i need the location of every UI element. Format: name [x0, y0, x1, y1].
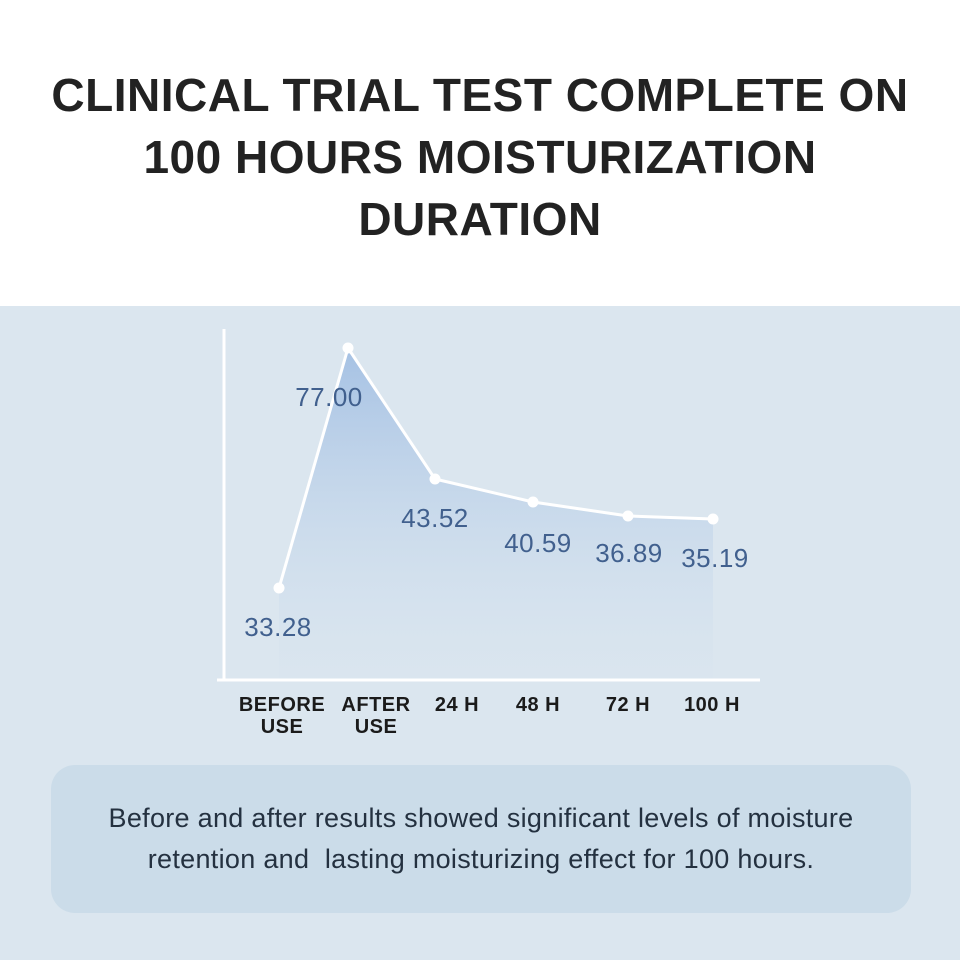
- data-point-0: [273, 582, 285, 594]
- title-line-1: CLINICAL TRIAL TEST COMPLETE ON: [51, 69, 909, 121]
- x-tick-label-3: 48 H: [516, 694, 560, 716]
- value-label-2: 43.52: [401, 503, 469, 533]
- summary-text-line-2: retention and lasting moisturizing effec…: [147, 844, 815, 874]
- summary-text-line-1: Before and after results showed signific…: [108, 803, 854, 833]
- x-tick-label-1-line2: USE: [355, 716, 398, 738]
- data-point-4: [622, 510, 634, 522]
- data-point-2: [429, 473, 441, 485]
- area-fill: [279, 348, 713, 680]
- x-tick-label-1: AFTER: [341, 694, 410, 716]
- data-point-1: [342, 342, 354, 354]
- page-title: CLINICAL TRIAL TEST COMPLETE ON 100 HOUR…: [0, 0, 960, 250]
- value-label-0: 33.28: [244, 612, 312, 642]
- summary-card: Before and after results showed signific…: [51, 765, 911, 913]
- x-tick-label-0: BEFORE: [239, 694, 325, 716]
- data-line: [277, 346, 715, 590]
- data-point-5: [707, 513, 719, 525]
- value-label-5: 35.19: [681, 543, 749, 573]
- value-label-4: 36.89: [595, 538, 663, 568]
- x-tick-label-5: 100 H: [684, 694, 740, 716]
- x-tick-label-2: 24 H: [435, 694, 479, 716]
- x-tick-label-0-line2: USE: [261, 716, 304, 738]
- title-line-3: DURATION: [358, 193, 602, 245]
- value-label-1: 77.00: [295, 382, 363, 412]
- title-line-2: 100 HOURS MOISTURIZATION: [143, 131, 817, 183]
- header-section: CLINICAL TRIAL TEST COMPLETE ON 100 HOUR…: [0, 0, 960, 306]
- value-label-3: 40.59: [504, 528, 572, 558]
- data-point-3: [527, 496, 539, 508]
- x-tick-label-4: 72 H: [606, 694, 650, 716]
